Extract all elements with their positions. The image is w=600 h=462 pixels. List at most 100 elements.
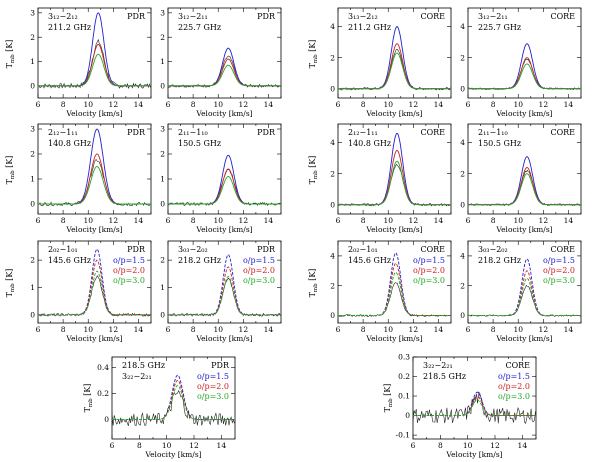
model-line-1	[468, 156, 581, 206]
x-axis-label: Velocity [km/s]	[365, 334, 422, 343]
model-line-3	[338, 160, 451, 206]
frequency-label: 145.6 GHz	[348, 256, 391, 265]
x-tick-label: 12	[539, 216, 549, 225]
x-tick-label: 8	[61, 325, 66, 334]
x-tick-label: 8	[491, 216, 496, 225]
panel-frame	[37, 240, 152, 324]
region-label: CORE	[420, 12, 445, 21]
panel-frame	[111, 356, 236, 440]
y-tick-label: 0.4	[97, 363, 109, 372]
x-tick-label: 6	[466, 325, 471, 334]
legend-entry-3: o/p=3.0	[498, 392, 530, 401]
y-tick-label: 2	[330, 53, 335, 62]
y-tick-label: 2	[160, 33, 165, 42]
y-axis-label-left: Tmb [K]	[5, 269, 16, 298]
region-label: CORE	[505, 361, 530, 370]
legend-entry-3: o/p=3.0	[543, 276, 575, 285]
x-tick-label: 10	[383, 216, 393, 225]
x-tick-label: 14	[434, 100, 444, 109]
observed-spectrum	[167, 55, 281, 88]
y-axis-label-left: Tmb [K]	[5, 40, 16, 69]
panel-r2c4: 6 8 10 12 14 0 2 4 Velocity [km/s] CORE 2₁₁−1₁₀ 150…	[460, 123, 582, 234]
legend-entry-2: o/p=2.0	[413, 266, 445, 275]
model-line-3	[338, 52, 451, 90]
frequency-label: 211.2 GHz	[48, 23, 91, 32]
transition-label: 2₁₂−1₁₁	[348, 128, 378, 137]
y-tick-label: 0	[460, 200, 465, 209]
x-tick-label: 10	[213, 325, 223, 334]
region-label: PDR	[257, 245, 276, 254]
x-tick-label: 6	[166, 216, 171, 225]
region-label: CORE	[420, 128, 445, 137]
legend-entry-2: o/p=2.0	[543, 266, 575, 275]
legend-entry-2: o/p=2.0	[243, 266, 275, 275]
transition-label: 3₂₂−2₂₁	[122, 372, 152, 381]
x-tick-label: 14	[264, 100, 274, 109]
y-tick-label: 0	[160, 200, 165, 209]
transition-label: 2₁₁−1₁₀	[178, 128, 208, 137]
x-tick-label: 6	[336, 100, 341, 109]
frequency-label: 140.8 GHz	[348, 139, 391, 148]
y-tick-label: 2	[160, 150, 165, 159]
y-tick-label: 0	[30, 81, 35, 90]
x-tick-label: 12	[239, 216, 249, 225]
x-tick-label: 8	[438, 441, 443, 450]
y-tick-label: 2	[30, 150, 35, 159]
panel-frame	[467, 240, 582, 324]
panel-r4c1: 6 8 10 12 14 0 0.2 0.4 Velocity [km/s] PDR 218.5 G…	[97, 356, 236, 459]
observed-spectrum	[467, 58, 581, 91]
transition-label: 2₁₁−1₁₀	[478, 128, 508, 137]
x-tick-label: 12	[109, 325, 119, 334]
x-tick-label: 14	[564, 216, 574, 225]
legend-entry-3: o/p=3.0	[113, 276, 145, 285]
frequency-label: 150.5 GHz	[478, 139, 521, 148]
y-tick-label: 0.2	[97, 389, 109, 398]
y-tick-label: 2	[330, 281, 335, 290]
transition-label: 3₀₃−2₀₂	[178, 245, 208, 254]
x-tick-label: 6	[36, 216, 41, 225]
y-tick-label: 1	[160, 175, 165, 184]
y-tick-label: 0	[30, 200, 35, 209]
x-tick-label: 14	[564, 100, 574, 109]
frequency-label: 225.7 GHz	[178, 23, 221, 32]
x-tick-label: 10	[213, 100, 223, 109]
model-line-3	[468, 63, 581, 90]
region-label: PDR	[127, 245, 146, 254]
panel-frame	[167, 7, 282, 99]
x-tick-label: 10	[513, 216, 523, 225]
model-line-3	[468, 173, 581, 206]
x-tick-label: 6	[36, 325, 41, 334]
x-tick-label: 14	[264, 325, 274, 334]
x-tick-label: 12	[409, 100, 419, 109]
frequency-label: 218.2 GHz	[178, 256, 221, 265]
transition-label: 3₂₂−2₂₁	[423, 361, 453, 370]
observed-spectrum	[167, 168, 281, 206]
x-axis-label: Velocity [km/s]	[495, 334, 552, 343]
observed-spectrum	[37, 159, 151, 207]
transition-label: 3₁₂−2₁₁	[478, 12, 508, 21]
model-line-3	[38, 53, 151, 87]
x-tick-label: 8	[361, 216, 366, 225]
region-label: PDR	[211, 361, 230, 370]
x-tick-label: 10	[162, 441, 172, 450]
panel-frame	[167, 240, 282, 324]
region-label: PDR	[257, 128, 276, 137]
y-tick-label: -0.1	[396, 431, 410, 440]
legend-entry-1: o/p=1.5	[498, 372, 530, 381]
legend-entry-1: o/p=1.5	[197, 372, 229, 381]
x-axis-label: Velocity [km/s]	[65, 225, 122, 234]
model-line-3	[168, 176, 281, 205]
observed-spectrum	[337, 163, 451, 207]
x-tick-label: 14	[217, 441, 227, 450]
y-tick-label: 0	[330, 84, 335, 93]
region-label: PDR	[257, 12, 276, 21]
y-axis-label-right: Tmb [K]	[308, 269, 319, 298]
model-line-3	[413, 399, 536, 417]
model-line-3	[468, 277, 581, 316]
y-tick-label: 1	[30, 175, 35, 184]
x-tick-label: 10	[83, 325, 93, 334]
panel-frame	[412, 356, 537, 440]
y-tick-label: 2	[460, 281, 465, 290]
